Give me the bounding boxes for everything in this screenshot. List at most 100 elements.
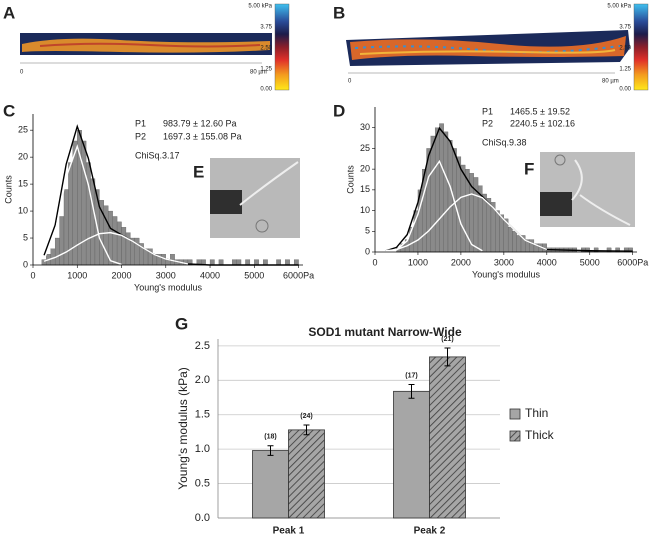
y-tick-label: 20 <box>360 164 370 174</box>
histogram-bar <box>59 216 65 266</box>
scale-label: 0 <box>20 70 24 76</box>
annotation: P1 <box>135 118 146 128</box>
panel-a: A 0 80 µm 5.00 kPa 3.75 2.50 1.25 0.00 <box>3 3 290 93</box>
x-tick-label: 4000 <box>537 257 557 267</box>
histogram-bar <box>90 178 96 266</box>
sample-size-label: (18) <box>264 434 276 441</box>
y-tick-label: 1.5 <box>195 409 210 421</box>
annotation: P2 <box>135 131 146 141</box>
histogram-bar <box>263 259 268 266</box>
panel-letter: E <box>193 162 204 181</box>
x-tick-label: 0 <box>30 270 35 280</box>
y-tick-label: 0.0 <box>195 512 210 524</box>
y-tick-label: 10 <box>360 205 370 215</box>
fit-curve <box>385 159 483 253</box>
colorbar-label: 5.00 kPa <box>248 4 272 10</box>
x-tick-label: 5000 <box>580 257 600 267</box>
cell-body <box>554 154 566 166</box>
y-tick-label: 30 <box>360 122 370 132</box>
sample-size-label: (24) <box>300 413 312 420</box>
bar <box>252 450 289 519</box>
x-axis-label: Young's modulus <box>472 269 540 279</box>
histogram-bar <box>529 239 535 253</box>
x-tick-label: 1000 <box>67 270 87 280</box>
histogram-bar <box>495 210 500 253</box>
legend-label: Thick <box>525 428 555 442</box>
x-tick-label: 1000 <box>408 257 428 267</box>
probe <box>540 192 572 216</box>
colorbar-label: 2.50 <box>260 46 272 52</box>
panel-e: E <box>193 158 300 238</box>
legend-label: Thin <box>525 406 548 420</box>
annotation: P1 <box>482 106 493 116</box>
bar <box>429 356 466 519</box>
y-tick-label: 15 <box>360 184 370 194</box>
colorbar-label: 1.25 <box>260 67 272 73</box>
x-tick-label: 2000 <box>451 257 471 267</box>
x-tick-label: Peak 2 <box>414 526 446 537</box>
colorbar-label: 5.00 kPa <box>607 4 631 10</box>
fit-curve <box>43 144 122 266</box>
histogram-bar <box>447 139 453 253</box>
histogram-bar <box>499 214 505 253</box>
colorbar-label: 0.00 <box>260 87 272 93</box>
error-bar <box>267 445 274 456</box>
cell-texture <box>354 45 621 54</box>
histogram-bar <box>112 216 118 266</box>
histogram-bar <box>134 237 140 266</box>
histogram-bar <box>254 259 259 266</box>
histogram-bar <box>516 235 522 253</box>
x-tick-label: 6000Pa <box>283 270 314 280</box>
error-bar <box>444 347 451 367</box>
colorbar-label: 2.50 <box>619 46 631 52</box>
x-tick-label: 4000 <box>200 270 220 280</box>
histogram-bar <box>232 259 237 266</box>
histogram-bar <box>218 259 224 266</box>
x-tick-label: 0 <box>372 257 377 267</box>
x-tick-label: Peak 1 <box>273 526 305 537</box>
panel-letter: A <box>3 3 15 22</box>
histogram-bar <box>507 226 513 253</box>
scale-label: 80 µm <box>250 70 267 76</box>
fit-curve <box>43 231 189 265</box>
sample-size-label: (17) <box>405 372 417 379</box>
histogram-bar <box>456 156 462 253</box>
histogram-bar <box>482 193 487 253</box>
histogram-bar <box>116 221 122 266</box>
annotation: 983.79 ± 12.60 Pa <box>163 118 237 128</box>
colorbar-label: 3.75 <box>619 25 631 31</box>
y-tick-label: 0 <box>23 259 28 269</box>
histogram-bar <box>276 259 282 266</box>
cell <box>571 159 631 226</box>
x-tick-label: 5000 <box>244 270 264 280</box>
y-tick-label: 25 <box>18 125 28 135</box>
y-tick-label: 5 <box>23 232 28 242</box>
chart-title: SOD1 mutant Narrow-Wide <box>308 325 462 339</box>
histogram-bar <box>512 231 517 253</box>
cell-texture <box>39 42 261 48</box>
colorbar-label: 1.25 <box>619 67 631 73</box>
histogram-bar <box>486 197 492 253</box>
histogram-bar <box>81 140 87 266</box>
cell-body <box>255 219 269 233</box>
histogram-bar <box>209 259 215 266</box>
annotation: 2240.5 ± 102.16 <box>510 118 575 128</box>
x-tick-label: 6000Pa <box>617 257 648 267</box>
cell-texture <box>359 49 616 55</box>
annotation: P2 <box>482 118 493 128</box>
legend-swatch <box>509 430 521 442</box>
colorbar <box>633 3 649 91</box>
panel-f: F <box>524 152 635 227</box>
histogram-bar <box>443 131 449 253</box>
y-axis-label: Young's modulus (kPa) <box>176 367 190 490</box>
error-bar <box>303 424 310 436</box>
scale-label: 80 µm <box>602 79 619 85</box>
histogram-bar <box>236 259 242 266</box>
y-tick-label: 10 <box>18 205 28 215</box>
panel-letter: C <box>3 101 15 120</box>
bar <box>288 429 325 519</box>
annotation: ChiSq.9.38 <box>482 137 527 147</box>
histogram-bar <box>54 237 60 266</box>
panel-b: B 0 80 µm 5.00 kPa 3.75 2.50 1.25 0.00 <box>333 3 649 93</box>
colorbar <box>274 3 290 91</box>
